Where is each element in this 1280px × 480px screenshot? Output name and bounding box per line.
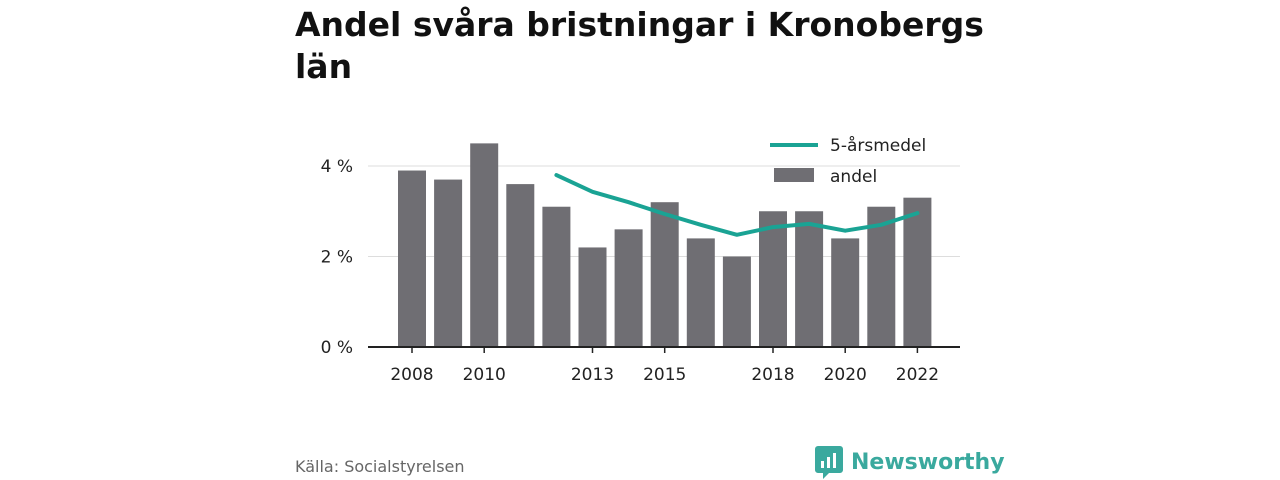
y-tick-label: 2 % xyxy=(321,248,353,268)
bar xyxy=(614,229,643,347)
chart-title: Andel svåra bristningar i Kronobergs län xyxy=(295,5,984,86)
bar xyxy=(542,206,571,347)
x-tick-label: 2020 xyxy=(824,365,867,385)
legend-label-line: 5-årsmedel xyxy=(830,135,926,156)
source-note: Källa: Socialstyrelsen xyxy=(295,457,465,476)
bar xyxy=(650,202,679,347)
bar xyxy=(867,206,896,347)
bar xyxy=(434,179,463,347)
bar xyxy=(903,197,932,347)
x-ticks: 2008 2010 2013 2015 2018 2020 2022 xyxy=(390,347,939,385)
bar xyxy=(506,184,535,347)
x-tick-label: 2010 xyxy=(463,365,506,385)
bar xyxy=(686,238,715,347)
legend: 5-årsmedel andel xyxy=(770,135,926,187)
bar xyxy=(831,238,860,347)
legend-bar-swatch xyxy=(774,168,814,182)
x-tick-label: 2013 xyxy=(571,365,614,385)
bar xyxy=(470,143,499,347)
y-tick-label: 4 % xyxy=(321,157,353,177)
newsworthy-logo-icon xyxy=(815,446,843,479)
x-tick-label: 2015 xyxy=(643,365,686,385)
brand-name: Newsworthy xyxy=(851,450,1005,475)
legend-label-bar: andel xyxy=(830,167,877,187)
x-tick-label: 2018 xyxy=(751,365,794,385)
bars xyxy=(398,143,932,347)
five-year-average-line xyxy=(554,173,920,237)
y-tick-label: 0 % xyxy=(321,338,353,358)
bar xyxy=(722,256,751,347)
bar xyxy=(578,247,607,347)
x-tick-label: 2008 xyxy=(390,365,433,385)
brand-logo: Newsworthy xyxy=(815,446,1005,479)
x-tick-label: 2022 xyxy=(896,365,939,385)
bar xyxy=(759,211,787,347)
bar xyxy=(398,170,426,347)
bar xyxy=(795,211,824,347)
y-ticks: 0 % 2 % 4 % xyxy=(321,157,353,358)
